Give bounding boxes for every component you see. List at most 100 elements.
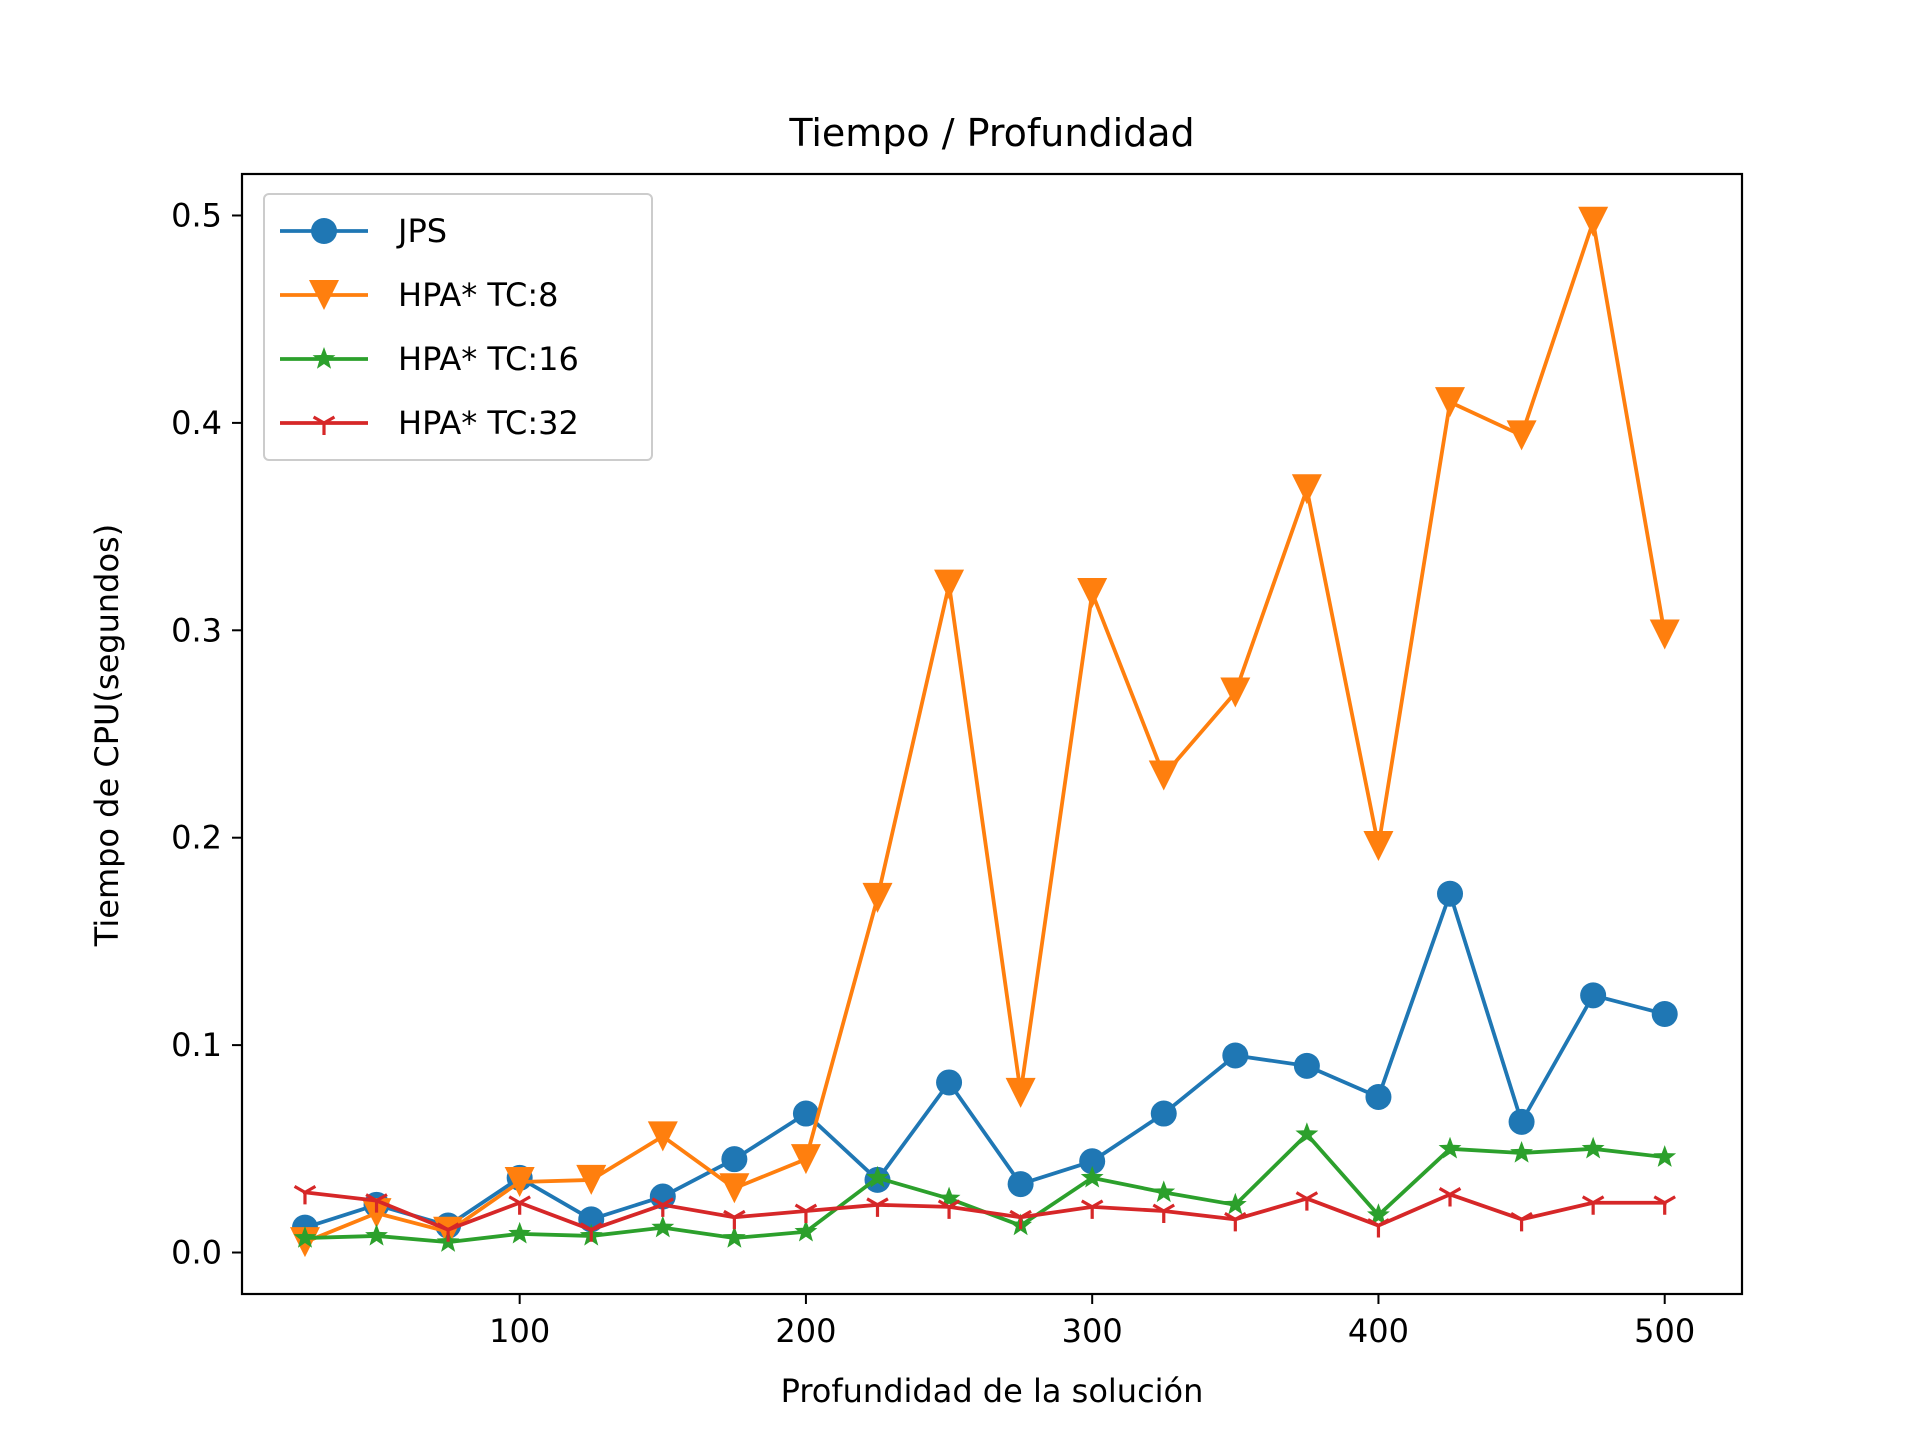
axes-frame xyxy=(240,172,1744,1296)
data-point-hpa-tc-8 xyxy=(1148,760,1179,791)
series-line-jps xyxy=(302,891,1668,1231)
data-point-jps xyxy=(1365,1083,1392,1110)
data-point-hpa-tc-8 xyxy=(1220,677,1251,708)
data-point-hpa-tc-32 xyxy=(293,1184,317,1205)
data-point-jps xyxy=(1293,1052,1320,1079)
data-point-hpa-tc-16 xyxy=(722,1226,746,1248)
legend-entry-hpa-tc-32: HPA* TC:32 xyxy=(280,404,579,442)
data-point-hpa-tc-32 xyxy=(579,1222,603,1242)
data-point-hpa-tc-32 xyxy=(723,1209,746,1230)
data-point-hpa-tc-16 xyxy=(1438,1136,1462,1159)
data-point-hpa-tc-16 xyxy=(1653,1145,1677,1167)
x-axis-ticks: 100 200 300 400 500 xyxy=(489,1294,1695,1350)
data-point-hpa-tc-8 xyxy=(1649,619,1680,650)
data-point-hpa-tc-16 xyxy=(365,1223,388,1246)
x-tick-label: 500 xyxy=(1634,1312,1695,1350)
data-point-jps xyxy=(1437,880,1464,907)
data-point-hpa-tc-8 xyxy=(576,1164,607,1195)
y-axis-label: Tiempo de CPU(segundos) xyxy=(88,524,126,947)
data-point-hpa-tc-16 xyxy=(293,1226,317,1248)
x-tick-label: 200 xyxy=(775,1312,836,1350)
series-line-hpa-tc-32 xyxy=(302,1190,1667,1232)
data-point-hpa-tc-32 xyxy=(794,1203,818,1224)
y-tick-label: 0.4 xyxy=(171,404,222,442)
data-point-hpa-tc-8 xyxy=(1435,387,1466,418)
x-tick-label: 300 xyxy=(1062,1312,1123,1350)
legend-label: HPA* TC:8 xyxy=(398,276,559,314)
plot-area xyxy=(289,206,1680,1258)
y-tick-label: 0.1 xyxy=(171,1026,222,1064)
data-point-jps xyxy=(1580,982,1607,1009)
data-point-jps xyxy=(1651,1001,1678,1027)
chart-title: Tiempo / Profundidad xyxy=(788,111,1194,155)
data-point-hpa-tc-16 xyxy=(508,1221,532,1244)
data-point-jps xyxy=(1007,1171,1034,1198)
data-point-hpa-tc-8 xyxy=(504,1167,535,1197)
x-tick-label: 100 xyxy=(489,1312,550,1350)
data-point-jps xyxy=(721,1146,748,1173)
data-point-hpa-tc-32 xyxy=(1438,1187,1462,1207)
legend-entry-hpa-tc-8: HPA* TC:8 xyxy=(280,276,559,314)
legend-entry-jps: JPS xyxy=(280,212,447,250)
data-point-hpa-tc-16 xyxy=(1510,1140,1533,1163)
data-point-jps xyxy=(792,1100,819,1127)
data-point-hpa-tc-8 xyxy=(1291,474,1322,505)
legend-label: JPS xyxy=(396,212,447,250)
data-point-hpa-tc-32 xyxy=(651,1197,675,1217)
data-point-hpa-tc-16 xyxy=(1295,1122,1319,1144)
data-point-hpa-tc-8 xyxy=(719,1173,750,1204)
data-point-hpa-tc-32 xyxy=(1367,1218,1390,1238)
data-point-hpa-tc-32 xyxy=(436,1222,460,1242)
data-point-hpa-tc-32 xyxy=(365,1193,388,1213)
data-point-hpa-tc-16 xyxy=(1367,1203,1390,1225)
data-point-jps xyxy=(1150,1100,1177,1127)
legend-marker xyxy=(309,280,339,310)
series-hpa-tc-32 xyxy=(293,1184,1676,1242)
data-point-hpa-tc-16 xyxy=(1080,1165,1104,1188)
data-point-hpa-tc-32 xyxy=(937,1199,961,1219)
data-point-hpa-tc-8 xyxy=(1578,206,1609,237)
y-tick-label: 0.5 xyxy=(171,196,222,234)
data-point-hpa-tc-8 xyxy=(1077,577,1108,608)
data-point-hpa-tc-32 xyxy=(1653,1195,1676,1215)
data-point-hpa-tc-32 xyxy=(1224,1211,1247,1232)
data-point-hpa-tc-16 xyxy=(651,1215,675,1238)
data-point-hpa-tc-16 xyxy=(1223,1192,1247,1215)
legend-marker xyxy=(312,415,336,435)
data-point-hpa-tc-8 xyxy=(1005,1077,1036,1108)
data-point-hpa-tc-8 xyxy=(862,882,893,913)
data-point-jps xyxy=(936,1069,963,1096)
data-point-hpa-tc-8 xyxy=(1363,831,1394,861)
y-tick-label: 0.2 xyxy=(171,819,222,857)
data-point-hpa-tc-8 xyxy=(934,569,965,600)
data-point-hpa-tc-16 xyxy=(1152,1180,1176,1203)
data-point-hpa-tc-16 xyxy=(1581,1136,1605,1159)
data-point-hpa-tc-16 xyxy=(866,1165,889,1188)
legend-entry-hpa-tc-16: HPA* TC:16 xyxy=(280,340,579,378)
data-point-hpa-tc-32 xyxy=(1295,1191,1319,1211)
data-point-hpa-tc-8 xyxy=(790,1144,821,1175)
y-axis-ticks: 0.0 0.1 0.2 0.3 0.4 0.5 xyxy=(171,196,242,1272)
y-tick-label: 0.0 xyxy=(171,1234,222,1272)
data-point-hpa-tc-32 xyxy=(1510,1211,1533,1232)
data-point-hpa-tc-16 xyxy=(794,1219,818,1242)
y-tick-label: 0.3 xyxy=(171,611,222,649)
legend-marker xyxy=(311,218,337,244)
data-point-hpa-tc-32 xyxy=(508,1195,531,1215)
legend-marker xyxy=(312,347,336,369)
data-point-jps xyxy=(1222,1042,1249,1069)
data-point-hpa-tc-32 xyxy=(1152,1203,1175,1224)
data-point-hpa-tc-16 xyxy=(937,1186,961,1209)
x-tick-label: 400 xyxy=(1348,1312,1409,1350)
data-point-hpa-tc-8 xyxy=(647,1121,678,1152)
data-point-hpa-tc-32 xyxy=(1009,1209,1032,1230)
data-point-jps xyxy=(1079,1148,1106,1175)
legend-label: HPA* TC:16 xyxy=(398,340,579,378)
data-point-hpa-tc-32 xyxy=(1080,1199,1104,1219)
x-axis-label: Profundidad de la solución xyxy=(781,1372,1204,1410)
series-line-hpa-tc-8 xyxy=(302,219,1667,1245)
legend-box xyxy=(263,193,653,461)
data-point-hpa-tc-32 xyxy=(1581,1195,1605,1215)
